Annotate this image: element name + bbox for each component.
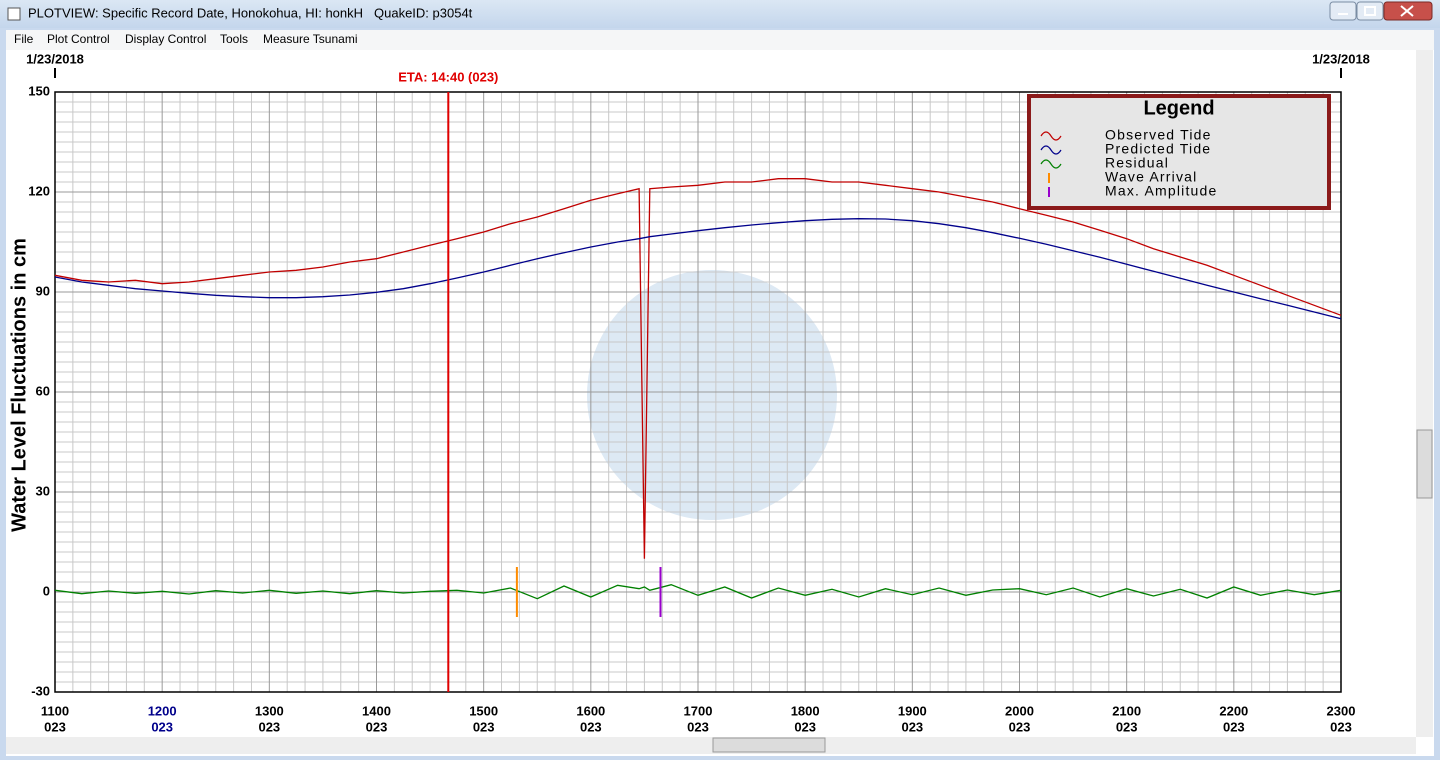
horizontal-scroll-thumb[interactable] [712, 737, 826, 753]
x-tick-day: 023 [44, 719, 66, 734]
series-line [54, 218, 1342, 320]
y-tick-label: 30 [36, 483, 50, 498]
quake-id: QuakeID: p3054t [374, 5, 473, 20]
y-tick-label: 150 [28, 83, 50, 98]
legend-label: Observed Tide [1105, 127, 1212, 143]
x-tick-label: 1600 [576, 703, 605, 718]
x-tick-day: 023 [258, 719, 280, 734]
legend-title: Legend [1143, 97, 1214, 119]
legend-label: Wave Arrival [1105, 169, 1197, 185]
menu-items: File Plot Control Display Control Tools Meas… [14, 32, 358, 46]
horizontal-scrollbar[interactable] [6, 737, 1416, 754]
window-control-glyphs [1338, 5, 1414, 17]
x-tick-day: 023 [366, 719, 388, 734]
x-tick-day: 023 [580, 719, 602, 734]
y-tick-label: 90 [36, 283, 50, 298]
x-tick-day: 023 [794, 719, 816, 734]
plot-border [54, 91, 1342, 693]
x-tick-day: 023 [151, 719, 173, 734]
x-tick-label: 2200 [1219, 703, 1248, 718]
legend-symbol [1040, 145, 1062, 155]
x-tick-label: 1500 [469, 703, 498, 718]
legend-symbol [1040, 131, 1062, 141]
x-tick-day: 023 [687, 719, 709, 734]
menu-item[interactable]: File [14, 32, 34, 46]
legend-label: Max. Amplitude [1105, 183, 1218, 199]
x-tick-label: 1400 [362, 703, 391, 718]
y-tick-label: 120 [28, 183, 50, 198]
legend-label: Predicted Tide [1105, 141, 1211, 157]
x-tick-label: 2100 [1112, 703, 1141, 718]
y-tick-label: -30 [31, 683, 50, 698]
app-icon [7, 7, 21, 21]
x-tick-label: 1900 [898, 703, 927, 718]
x-tick-label: 1300 [255, 703, 284, 718]
x-tick-day: 023 [473, 719, 495, 734]
x-tick-label: 2300 [1327, 703, 1356, 718]
date-label: 1/23/2018 [26, 51, 84, 66]
menu-item[interactable]: Tools [220, 32, 248, 46]
eta-label: ETA: 14:40 (023) [398, 69, 498, 84]
series-line [54, 584, 1342, 600]
menu-item[interactable]: Measure Tsunami [263, 32, 358, 46]
x-tick-label: 2000 [1005, 703, 1034, 718]
y-axis-label: Water Level Fluctuations in cm [8, 238, 30, 532]
y-tick-label: 60 [36, 383, 50, 398]
x-tick-label: 1700 [684, 703, 713, 718]
menu-item[interactable]: Plot Control [47, 32, 110, 46]
x-tick-day: 023 [1330, 719, 1352, 734]
window-title: PLOTVIEW: Specific Record Date, Honokohu… [28, 5, 363, 20]
vertical-scroll-thumb[interactable] [1416, 429, 1433, 499]
x-tick-day: 023 [1223, 719, 1245, 734]
plot: 1100023120002313000231400023150002316000… [26, 51, 1370, 734]
x-tick-day: 023 [1116, 719, 1138, 734]
title-bar [0, 0, 1440, 28]
menu-item[interactable]: Display Control [125, 32, 206, 46]
series-line [54, 178, 1342, 559]
maximize-button[interactable] [1356, 1, 1384, 21]
menu-bar [6, 30, 1434, 50]
minimize-button[interactable] [1329, 1, 1357, 21]
x-tick-day: 023 [1009, 719, 1031, 734]
legend-box [1027, 94, 1331, 210]
date-label: 1/23/2018 [1312, 51, 1370, 66]
x-tick-label: 1100 [41, 703, 69, 718]
vertical-scrollbar[interactable] [1416, 50, 1433, 737]
legend-label: Residual [1105, 155, 1169, 171]
x-tick-label: 1800 [791, 703, 820, 718]
x-tick-day: 023 [901, 719, 923, 734]
legend-symbol [1040, 159, 1062, 169]
x-tick-label: 1200 [148, 703, 177, 718]
y-tick-label: 0 [43, 583, 50, 598]
